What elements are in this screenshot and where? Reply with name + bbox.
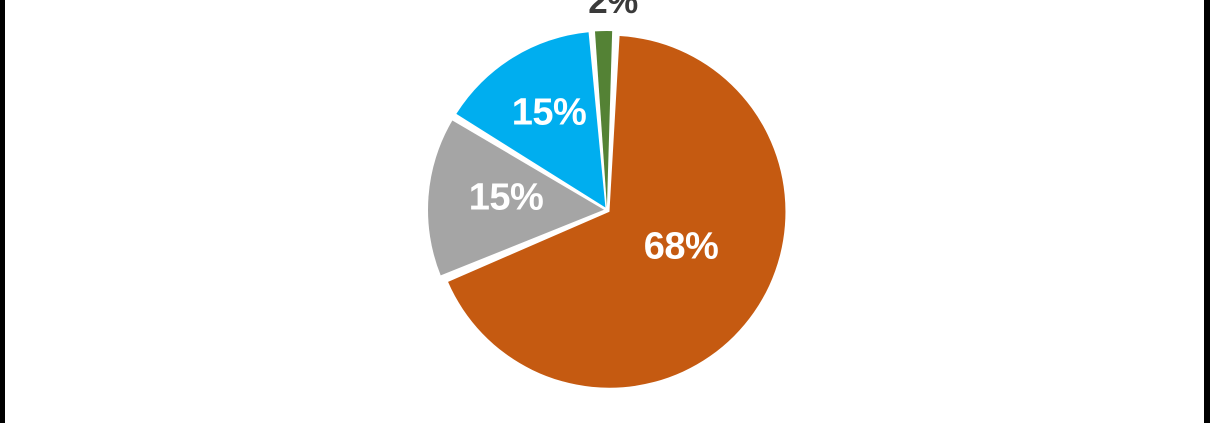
pie-slice-label: 15% bbox=[511, 91, 587, 134]
left-edge-bar bbox=[0, 0, 5, 423]
pie-slice[interactable] bbox=[448, 36, 786, 388]
pie-slice[interactable] bbox=[456, 32, 606, 208]
pie-slice-label: 2% bbox=[588, 0, 638, 21]
pie-slice[interactable] bbox=[428, 120, 605, 276]
right-edge-bar bbox=[1204, 0, 1210, 423]
pie-slice[interactable] bbox=[594, 31, 613, 208]
pie-slice-label: 68% bbox=[643, 225, 719, 268]
pie-slice-label: 15% bbox=[468, 176, 544, 219]
